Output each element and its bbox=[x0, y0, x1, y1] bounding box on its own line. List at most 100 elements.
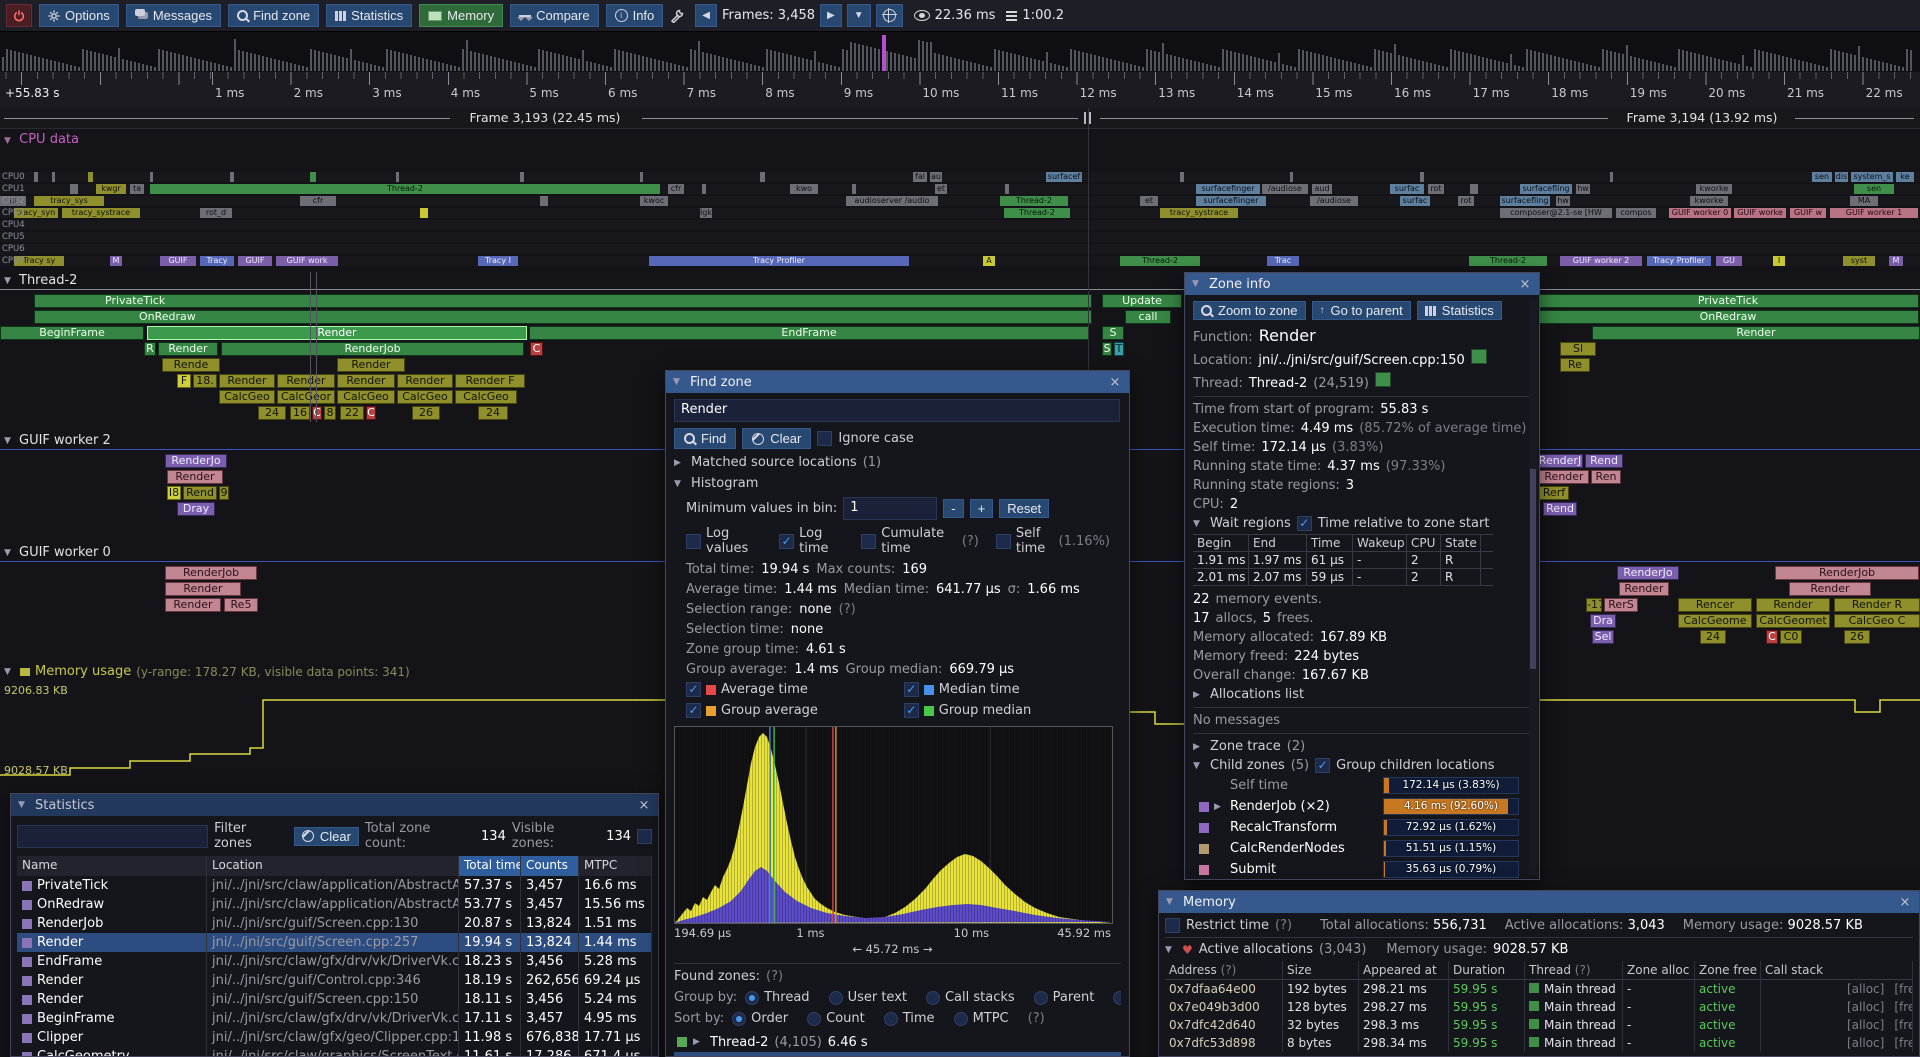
statistics-table-row[interactable]: BeginFramejni/../jni/src/claw/gfx/drv/vk… bbox=[17, 1009, 652, 1028]
timeline-zone[interactable]: Render bbox=[1619, 582, 1669, 596]
timeline-zone[interactable]: CalcGeo bbox=[455, 390, 517, 404]
statistics-table-row[interactable]: RenderJobjni/../jni/src/guif/Screen.cpp:… bbox=[17, 914, 652, 933]
statistics-table-row[interactable]: EndFramejni/../jni/src/claw/gfx/drv/vk/D… bbox=[17, 952, 652, 971]
checkbox[interactable]: ✓ bbox=[686, 682, 701, 697]
timeline-zone[interactable]: Rende bbox=[162, 358, 220, 372]
histogram-option[interactable]: Self time(1.16%) bbox=[996, 526, 1110, 556]
timeline-zone[interactable]: CalcGeomet bbox=[1756, 614, 1830, 628]
memory-column-header[interactable]: Size bbox=[1283, 961, 1359, 980]
statistics-titlebar[interactable]: ▼ Statistics × bbox=[11, 794, 658, 816]
collapse-icon[interactable]: ▼ bbox=[4, 276, 15, 286]
checkbox[interactable]: ✓ bbox=[904, 682, 919, 697]
timeline-zone[interactable]: S bbox=[1102, 342, 1112, 356]
timeline-zone[interactable]: RenderJob bbox=[1775, 566, 1919, 580]
memory-column-header[interactable]: Appeared at bbox=[1359, 961, 1449, 980]
find-zone-titlebar[interactable]: ▼ Find zone × bbox=[666, 371, 1129, 393]
memory-column-header[interactable]: Zone free bbox=[1695, 961, 1761, 980]
expand-icon[interactable]: ▶ bbox=[1193, 690, 1204, 700]
collapse-icon[interactable]: ▼ bbox=[1193, 519, 1204, 529]
radio-button[interactable] bbox=[807, 1012, 821, 1026]
timeline-zone[interactable]: C bbox=[366, 406, 376, 420]
clear-filter-button[interactable]: Clear bbox=[294, 827, 359, 846]
timeline-zone[interactable]: Render bbox=[158, 342, 218, 356]
collapse-icon[interactable]: ▼ bbox=[4, 548, 15, 558]
timeline-zone[interactable]: Render bbox=[337, 374, 395, 388]
timeline-zone[interactable]: 24 bbox=[478, 406, 508, 420]
child-zone-row[interactable]: ▶RenderJob (×2)4.16 ms (92.60%) bbox=[1199, 798, 1519, 815]
timeline-zone[interactable]: CalcGeo bbox=[219, 390, 275, 404]
statistics-table-row[interactable]: PrivateTickjni/../jni/src/claw/applicati… bbox=[17, 876, 652, 895]
timeline-zone[interactable]: F bbox=[177, 374, 191, 388]
timeline-zone[interactable]: RenderJo bbox=[165, 454, 227, 468]
timeline-zone[interactable]: C bbox=[1766, 630, 1778, 644]
timeline-zone[interactable]: Dra bbox=[1590, 614, 1616, 628]
timeline-zone[interactable]: CalcGeo bbox=[397, 390, 453, 404]
legend-item[interactable]: ✓Group median bbox=[904, 703, 1111, 718]
timeline-zone[interactable]: C bbox=[312, 406, 322, 420]
wait-region-row[interactable]: 1.91 ms1.97 ms61 µs-2R bbox=[1193, 552, 1493, 569]
legend-item[interactable]: ✓Average time bbox=[686, 682, 893, 697]
timeline-zone[interactable]: Rend bbox=[183, 486, 217, 500]
collapse-icon[interactable]: ▼ bbox=[674, 479, 685, 489]
thread-color-swatch[interactable] bbox=[1375, 372, 1391, 387]
timeline-zone[interactable]: RenderJob bbox=[221, 342, 524, 356]
collapse-icon[interactable]: ▼ bbox=[1193, 761, 1204, 771]
child-zone-row[interactable]: Submit35.63 µs (0.79%) bbox=[1199, 861, 1519, 878]
zone-statistics-button[interactable]: Statistics bbox=[1417, 301, 1502, 320]
statistics-table-row[interactable]: Renderjni/../jni/src/guif/Control.cpp:34… bbox=[17, 971, 652, 990]
timeline-zone[interactable]: Render bbox=[147, 326, 527, 340]
histogram-option[interactable]: Cumulate time(?) bbox=[861, 526, 979, 556]
radio-button[interactable] bbox=[1034, 991, 1048, 1005]
histogram-option[interactable]: Log values bbox=[686, 526, 762, 556]
timeline-zone[interactable]: Render bbox=[277, 374, 335, 388]
statistics-table-row[interactable]: CalcGeometryjni/../jni/src/claw/graphics… bbox=[17, 1047, 652, 1057]
timeline-zone[interactable]: Sl bbox=[1560, 342, 1596, 356]
memory-column-header[interactable]: Address (?) bbox=[1165, 961, 1283, 980]
collapse-icon[interactable]: ▼ bbox=[673, 377, 684, 387]
timeline-zone[interactable]: BeginFrame bbox=[0, 326, 144, 340]
timeline-zone[interactable]: 26 bbox=[1844, 630, 1870, 644]
sort-by-option[interactable]: MTPC bbox=[954, 1011, 1009, 1026]
radio-button[interactable] bbox=[926, 991, 940, 1005]
timeline-zone[interactable]: Rend bbox=[1543, 502, 1577, 516]
timeline-zone[interactable]: Rend bbox=[1585, 454, 1623, 468]
statistics-table-row[interactable]: OnRedrawjni/../jni/src/claw/application/… bbox=[17, 895, 652, 914]
radio-button[interactable] bbox=[1113, 991, 1121, 1005]
group-by-option[interactable]: Parent bbox=[1034, 990, 1095, 1005]
zone-trace-header[interactable]: ▶ Zone trace (2) bbox=[1193, 739, 1531, 754]
scrollbar-thumb[interactable] bbox=[1530, 469, 1536, 669]
timeline-zone[interactable]: Render bbox=[397, 374, 453, 388]
group-by-option[interactable]: No grouping bbox=[1113, 990, 1121, 1005]
min-bin-input[interactable]: 1 bbox=[843, 497, 937, 520]
timeline-zone[interactable]: 16 bbox=[290, 406, 310, 420]
call-stack-free-link[interactable]: [free] bbox=[1894, 982, 1913, 996]
memory-alloc-row[interactable]: 0x7dfaa64e00192 bytes298.21 ms59.95 sMai… bbox=[1165, 980, 1913, 998]
timeline-zone[interactable]: Render bbox=[165, 598, 221, 612]
group-children-checkbox[interactable]: ✓ bbox=[1315, 758, 1330, 773]
timeline-zone[interactable]: 9 bbox=[219, 486, 229, 500]
radio-button[interactable] bbox=[745, 991, 759, 1005]
clear-button[interactable]: Clear bbox=[742, 428, 811, 449]
close-icon[interactable]: × bbox=[1108, 375, 1122, 390]
ignore-case-checkbox[interactable] bbox=[817, 431, 832, 446]
active-allocations-header[interactable]: ▼ ♥ Active allocations (3,043) Memory us… bbox=[1165, 942, 1913, 957]
legend-item[interactable]: ✓Median time bbox=[904, 682, 1111, 697]
timeline-zone[interactable]: PrivateTick bbox=[34, 294, 1092, 308]
close-icon[interactable]: × bbox=[1518, 277, 1532, 292]
timeline-zone[interactable]: CalcGeome bbox=[1678, 614, 1752, 628]
reset-button[interactable]: Reset bbox=[999, 499, 1049, 518]
close-icon[interactable]: × bbox=[637, 798, 651, 813]
timeline-zone[interactable]: Render F bbox=[455, 374, 525, 388]
timeline-zone[interactable]: OnRedraw bbox=[1537, 310, 1919, 324]
histogram-option[interactable]: ✓Log time bbox=[779, 526, 844, 556]
timeline-zone[interactable]: Render bbox=[1592, 326, 1920, 340]
matched-locations-header[interactable]: ▶ Matched source locations (1) bbox=[674, 455, 1121, 470]
call-stack-alloc-link[interactable]: [alloc] bbox=[1847, 1036, 1884, 1050]
find-zone-histogram[interactable] bbox=[674, 726, 1113, 924]
collapse-icon[interactable]: ▼ bbox=[4, 436, 15, 446]
timeline-zone[interactable]: I8 bbox=[167, 486, 181, 500]
radio-button[interactable] bbox=[732, 1012, 746, 1026]
checkbox[interactable]: ✓ bbox=[686, 703, 701, 718]
memory-column-header[interactable]: Call stack bbox=[1761, 961, 1913, 980]
timeline-zone[interactable]: CalcGeo C bbox=[1834, 614, 1920, 628]
